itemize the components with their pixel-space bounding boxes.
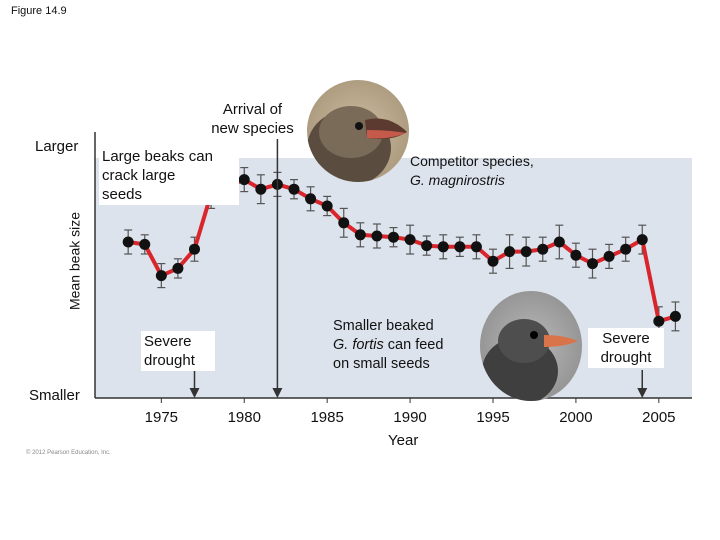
annotation-competitor-line1: Competitor species,	[410, 153, 534, 169]
x-tick-label: 1995	[476, 409, 509, 426]
data-point	[421, 240, 433, 252]
y-label-larger: Larger	[35, 138, 79, 155]
data-point	[122, 236, 134, 248]
data-point	[155, 270, 167, 282]
magnirostris-finch-photo	[307, 80, 409, 182]
data-point	[504, 246, 516, 258]
x-tick-label: 2005	[642, 409, 675, 426]
annotation-drought-2: Severe drought	[588, 328, 664, 368]
annotation-drought-1: Severe drought	[141, 331, 215, 371]
copyright-notice: © 2012 Pearson Education, Inc.	[26, 450, 111, 456]
data-point	[172, 262, 184, 274]
data-point	[537, 243, 549, 255]
annotation-smaller-fortis-line1: Smaller beaked	[333, 318, 434, 334]
data-point	[669, 310, 681, 322]
annotation-drought-1-line2: drought	[144, 352, 195, 369]
data-point	[338, 217, 350, 229]
annotation-competitor: Competitor species, G. magnirostris	[410, 152, 534, 190]
data-point	[321, 200, 333, 212]
data-point	[139, 238, 151, 250]
data-point	[653, 315, 665, 327]
event-arrow-head	[637, 388, 648, 398]
data-point	[437, 241, 449, 253]
data-point	[305, 193, 317, 205]
data-point	[388, 231, 399, 243]
event-arrow-head	[189, 388, 200, 398]
annotation-smaller-fortis-line2-rest: can feed	[383, 337, 444, 353]
data-point	[636, 234, 648, 246]
data-point	[603, 250, 615, 262]
data-point	[255, 183, 267, 195]
x-tick-label: 1975	[145, 409, 178, 426]
data-point	[470, 241, 482, 253]
data-point	[354, 229, 366, 241]
data-point	[620, 243, 632, 255]
y-label-smaller: Smaller	[29, 387, 80, 404]
annotation-arrival: Arrival of new species	[197, 99, 308, 139]
data-point	[587, 258, 598, 270]
annotation-large-beaks-line3: seeds	[102, 186, 143, 203]
annotation-smaller-fortis-line2: G. fortis can feed	[333, 336, 443, 355]
annotation-drought-2-line1: Severe	[602, 330, 650, 347]
annotation-drought-2-line2: drought	[600, 349, 652, 366]
x-tick-label: 1990	[393, 409, 426, 426]
x-tick-label: 1980	[228, 409, 261, 426]
y-axis-title: Mean beak size	[66, 211, 83, 311]
x-tick-label: 1985	[310, 409, 343, 426]
data-point	[487, 255, 499, 267]
x-axis-title: Year	[388, 432, 419, 449]
annotation-large-beaks-line1: Large beaks can	[102, 148, 213, 165]
annotation-arrival-line2: new species	[211, 120, 294, 137]
species-name-fortis: G. fortis	[333, 337, 384, 353]
data-point	[520, 246, 532, 258]
annotation-large-beaks: Large beaks can crack large seeds	[99, 146, 239, 205]
annotation-drought-1-line1: Severe	[144, 333, 192, 350]
figure-label: Figure 14.9	[11, 5, 67, 17]
event-arrow-head	[272, 388, 283, 398]
data-point	[371, 230, 383, 242]
annotation-large-beaks-line2: crack large	[102, 167, 176, 184]
data-point	[238, 174, 250, 186]
annotation-smaller-fortis-line3: on small seeds	[333, 356, 430, 372]
annotation-arrival-line1: Arrival of	[222, 101, 283, 118]
data-point	[189, 243, 200, 255]
data-point	[288, 183, 300, 195]
data-point	[454, 241, 466, 253]
fortis-finch-photo	[480, 291, 582, 401]
annotation-competitor-line2: G. magnirostris	[410, 172, 505, 188]
data-point	[570, 249, 582, 261]
data-point	[553, 236, 565, 248]
annotation-smaller-fortis: Smaller beaked G. fortis can feed on sma…	[333, 317, 443, 374]
data-point	[404, 234, 416, 246]
x-tick-label: 2000	[559, 409, 592, 426]
